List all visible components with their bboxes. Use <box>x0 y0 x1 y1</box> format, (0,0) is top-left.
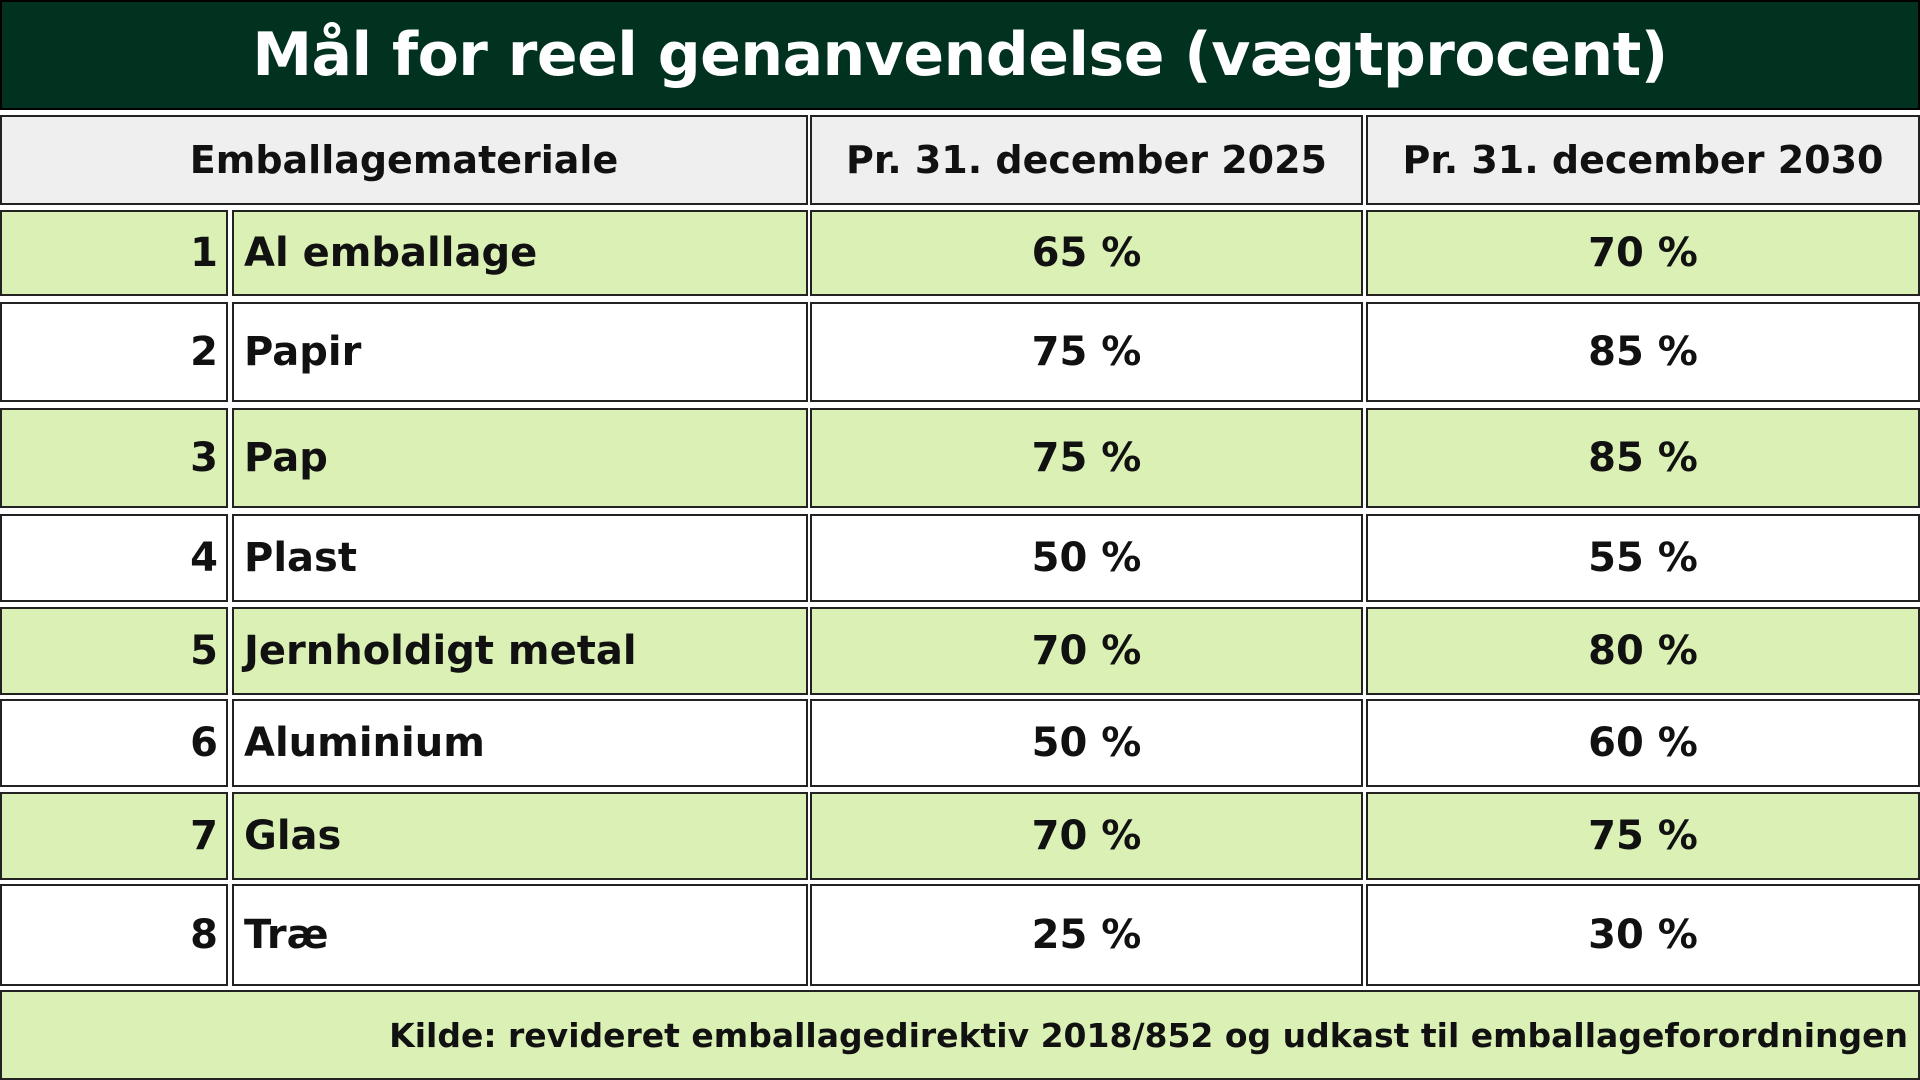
row-material: Aluminium <box>232 699 808 787</box>
header-2030: Pr. 31. december 2030 <box>1366 115 1920 205</box>
row-value-2030: 55 % <box>1366 514 1920 602</box>
header-material: Emballagemateriale <box>0 115 808 205</box>
row-value-2030-text: 30 % <box>1588 912 1698 958</box>
row-number: 4 <box>0 514 228 602</box>
row-material: Plast <box>232 514 808 602</box>
header-material-label: Emballagemateriale <box>189 138 619 182</box>
row-material: Papir <box>232 302 808 402</box>
row-number-text: 5 <box>190 628 218 674</box>
source-note: Kilde: revideret emballagedirektiv 2018/… <box>0 990 1920 1080</box>
row-value-2025: 75 % <box>810 408 1363 508</box>
row-number-text: 6 <box>190 720 218 766</box>
row-value-2030-text: 55 % <box>1588 535 1698 581</box>
row-material-text: Jernholdigt metal <box>244 628 637 674</box>
page-title: Mål for reel genanvendelse (vægtprocent) <box>252 20 1668 90</box>
row-material-text: Træ <box>244 912 329 958</box>
row-number: 3 <box>0 408 228 508</box>
row-material: Al emballage <box>232 210 808 296</box>
row-number: 8 <box>0 884 228 986</box>
row-value-2030: 80 % <box>1366 607 1920 695</box>
row-number: 6 <box>0 699 228 787</box>
row-number: 1 <box>0 210 228 296</box>
row-value-2025: 50 % <box>810 699 1363 787</box>
row-number-text: 3 <box>190 435 218 481</box>
row-value-2025-text: 25 % <box>1031 912 1142 958</box>
row-value-2030-text: 70 % <box>1588 230 1698 276</box>
row-value-2025-text: 70 % <box>1031 628 1142 674</box>
row-value-2025: 75 % <box>810 302 1363 402</box>
row-number: 2 <box>0 302 228 402</box>
row-value-2030: 85 % <box>1366 302 1920 402</box>
row-value-2030: 60 % <box>1366 699 1920 787</box>
row-material-text: Pap <box>244 435 328 481</box>
row-number: 7 <box>0 792 228 880</box>
row-material: Glas <box>232 792 808 880</box>
row-number-text: 4 <box>190 535 218 581</box>
row-material: Jernholdigt metal <box>232 607 808 695</box>
source-text: Kilde: revideret emballagedirektiv 2018/… <box>389 1015 1908 1055</box>
row-value-2025-text: 65 % <box>1031 230 1142 276</box>
row-value-2030: 75 % <box>1366 792 1920 880</box>
row-value-2025-text: 75 % <box>1031 435 1142 481</box>
row-number: 5 <box>0 607 228 695</box>
row-value-2030-text: 60 % <box>1588 720 1698 766</box>
row-material-text: Papir <box>244 329 362 375</box>
header-2025-label: Pr. 31. december 2025 <box>846 138 1327 182</box>
header-2030-label: Pr. 31. december 2030 <box>1402 138 1884 182</box>
row-value-2030-text: 85 % <box>1588 329 1698 375</box>
row-value-2030-text: 75 % <box>1588 813 1698 859</box>
row-material: Pap <box>232 408 808 508</box>
header-2025: Pr. 31. december 2025 <box>810 115 1363 205</box>
row-value-2025: 70 % <box>810 607 1363 695</box>
row-value-2025: 25 % <box>810 884 1363 986</box>
row-value-2030-text: 80 % <box>1588 628 1698 674</box>
row-value-2025-text: 50 % <box>1031 535 1142 581</box>
row-number-text: 2 <box>190 329 218 375</box>
row-value-2025: 65 % <box>810 210 1363 296</box>
row-material-text: Glas <box>244 813 342 859</box>
row-value-2025: 70 % <box>810 792 1363 880</box>
row-value-2030: 30 % <box>1366 884 1920 986</box>
row-material-text: Al emballage <box>244 230 538 276</box>
row-material: Træ <box>232 884 808 986</box>
row-number-text: 7 <box>190 813 218 859</box>
row-value-2030: 85 % <box>1366 408 1920 508</box>
row-number-text: 8 <box>190 912 218 958</box>
row-value-2025-text: 75 % <box>1031 329 1142 375</box>
title-bar: Mål for reel genanvendelse (vægtprocent) <box>0 0 1920 110</box>
row-value-2025: 50 % <box>810 514 1363 602</box>
row-value-2025-text: 50 % <box>1031 720 1142 766</box>
row-value-2025-text: 70 % <box>1031 813 1142 859</box>
row-number-text: 1 <box>190 230 218 276</box>
row-value-2030-text: 85 % <box>1588 435 1698 481</box>
row-material-text: Plast <box>244 535 357 581</box>
row-material-text: Aluminium <box>244 720 485 766</box>
row-value-2030: 70 % <box>1366 210 1920 296</box>
